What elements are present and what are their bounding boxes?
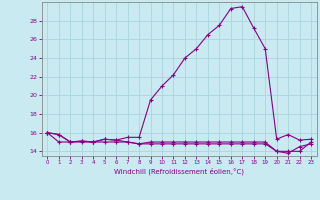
- X-axis label: Windchill (Refroidissement éolien,°C): Windchill (Refroidissement éolien,°C): [114, 168, 244, 175]
